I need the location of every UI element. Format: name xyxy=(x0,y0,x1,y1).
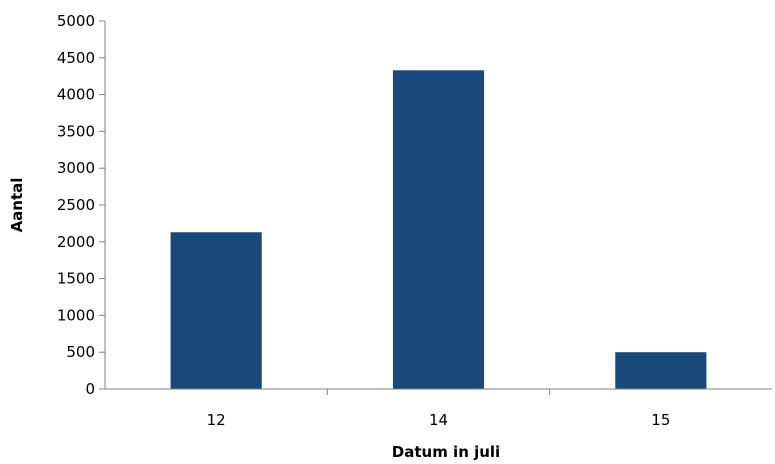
y-axis-title: Aantal xyxy=(8,178,26,233)
y-tick-label: 5000 xyxy=(57,12,95,30)
y-tick-label: 1000 xyxy=(57,306,95,324)
y-tick-label: 0 xyxy=(85,380,95,398)
bar-12 xyxy=(170,232,262,389)
x-tick-label: 12 xyxy=(207,411,226,429)
y-axis-ticks: 0 500 1000 1500 2000 2500 3000 3500 4000 4500 5000 xyxy=(57,12,105,398)
x-tick-label: 15 xyxy=(651,411,670,429)
bar-15 xyxy=(615,352,707,389)
y-tick-label: 2500 xyxy=(57,196,95,214)
y-tick-label: 500 xyxy=(66,343,95,361)
x-tick-label: 14 xyxy=(429,411,448,429)
x-axis-title: Datum in juli xyxy=(392,443,500,461)
y-tick-label: 4500 xyxy=(57,49,95,67)
y-tick-label: 2000 xyxy=(57,233,95,251)
y-tick-label: 1500 xyxy=(57,270,95,288)
bar-14 xyxy=(392,70,485,389)
y-tick-label: 3000 xyxy=(57,159,95,177)
y-tick-label: 3500 xyxy=(57,122,95,140)
bars xyxy=(170,70,707,389)
y-tick-label: 4000 xyxy=(57,86,95,104)
x-axis-ticks: 12 14 15 xyxy=(207,389,670,429)
